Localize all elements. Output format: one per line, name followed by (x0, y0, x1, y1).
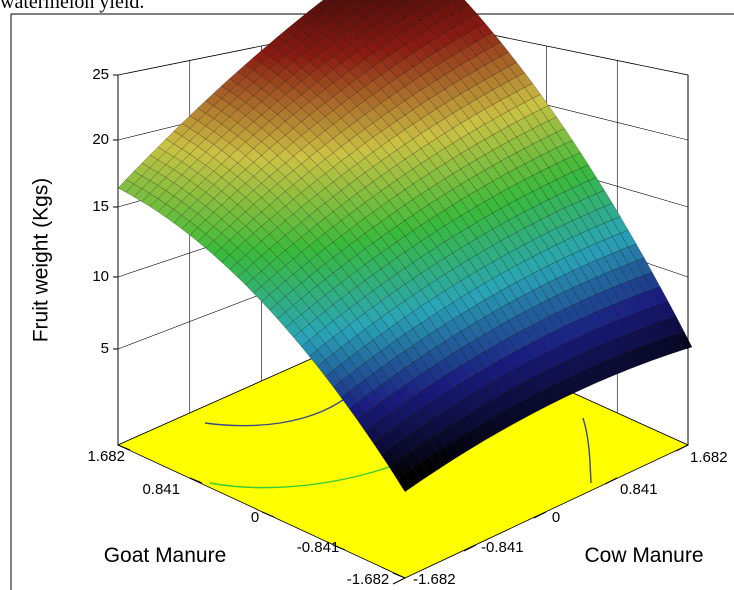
x-tick-mark (392, 572, 406, 579)
y-tick-mark (604, 477, 618, 485)
y-axis-title: Cow Manure (584, 544, 703, 567)
x-tick-mark (189, 477, 203, 484)
x-tick-label: -1.682 (347, 571, 390, 588)
y-tick-label: 0.841 (620, 481, 658, 498)
x-tick-label: 0.841 (142, 481, 180, 498)
surface-cell (426, 0, 433, 3)
goat-manure-axis (117, 444, 406, 579)
z-tick-label: 5 (101, 340, 109, 357)
y-tick-label: 0 (552, 509, 560, 526)
figure-caption: watermelon yield. (0, 0, 145, 13)
x-axis-title: Goat Manure (104, 544, 227, 567)
surface-cell (327, 0, 340, 5)
y-tick-mark (463, 544, 477, 552)
cow-manure-axis (392, 444, 689, 585)
x-tick-mark (332, 544, 346, 551)
y-tick-mark (533, 511, 547, 519)
surface-cell (452, 0, 470, 10)
surface-cell (399, 0, 413, 5)
contour-line (582, 417, 592, 484)
x-tick-label: 1.682 (87, 448, 125, 465)
x-tick-label: -0.841 (297, 539, 340, 556)
x-tick-mark (117, 444, 131, 451)
y-tick-label: 1.682 (690, 449, 728, 466)
z-tick-label: 15 (92, 198, 109, 215)
surface-cell (386, 0, 393, 3)
z-tick-label: 10 (92, 268, 109, 285)
z-axis-title: Fruit weight (Kgs) (30, 178, 53, 343)
y-tick-label: -0.841 (481, 539, 524, 556)
z-axis: 25 20 15 10 5 Fruit weight (Kgs) (30, 66, 118, 357)
surface-cell (451, 0, 455, 1)
surface-cell (342, 0, 357, 6)
y-tick-label: -1.682 (413, 571, 456, 588)
response-surface (117, 0, 693, 493)
z-tick-label: 20 (92, 131, 109, 148)
surface-cell (372, 0, 375, 1)
y-tick-mark (675, 444, 689, 452)
y-tick-mark (392, 577, 406, 585)
x-tick-mark (261, 511, 275, 518)
x-tick-label: 0 (251, 509, 259, 526)
z-tick-label: 25 (92, 66, 109, 83)
